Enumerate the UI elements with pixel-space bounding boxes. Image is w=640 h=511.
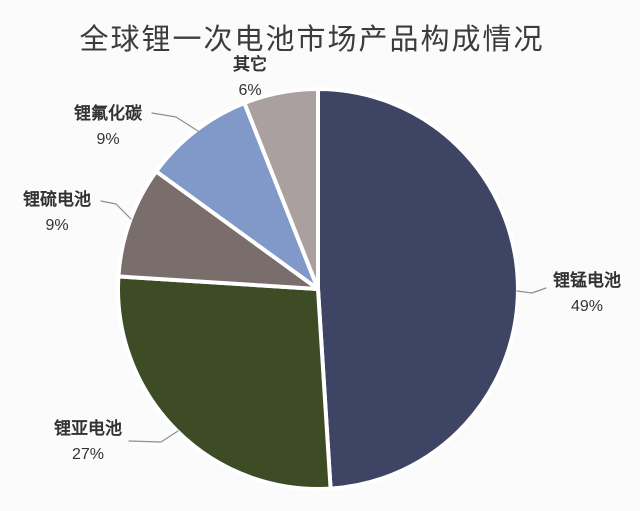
slice-label-manganese-percent: 49% — [570, 298, 604, 315]
slice-label-manganese: 锂锰电池 49% — [537, 268, 637, 320]
pie-slices — [116, 86, 520, 491]
slice-label-fluoride-name: 锂氟化碳 — [74, 104, 142, 123]
slice-label-other: 其它 6% — [200, 52, 300, 104]
slice-label-sub-percent: 27% — [71, 446, 105, 463]
slice-label-sulfur-name: 锂硫电池 — [23, 190, 91, 209]
slice-label-sulfur-percent: 9% — [45, 217, 69, 234]
chart-title: 全球锂一次电池市场产品构成情况 — [79, 24, 545, 56]
slice-label-other-name: 其它 — [233, 55, 267, 74]
pie-slice-0 — [316, 87, 520, 491]
slice-label-sulfur: 锂硫电池 9% — [7, 187, 107, 239]
pie-slice-2 — [116, 169, 320, 291]
slice-label-fluoride: 锂氟化碳 9% — [58, 101, 158, 153]
slice-label-sub: 锂亚电池 27% — [38, 416, 138, 468]
pie-slice-3 — [154, 101, 320, 291]
slice-label-other-percent: 6% — [238, 82, 262, 99]
slice-label-sub-name: 锂亚电池 — [54, 419, 122, 438]
slice-label-fluoride-percent: 9% — [96, 131, 120, 148]
leader-line-fluoride — [151, 112, 199, 132]
leader-lines — [100, 112, 547, 443]
leader-line-sulfur — [100, 200, 132, 220]
pie-slice-1 — [116, 274, 333, 491]
leader-line-manganese — [516, 287, 547, 294]
leader-line-sub — [128, 430, 179, 443]
slice-label-manganese-name: 锂锰电池 — [553, 271, 621, 290]
pie-slice-4 — [242, 86, 320, 291]
